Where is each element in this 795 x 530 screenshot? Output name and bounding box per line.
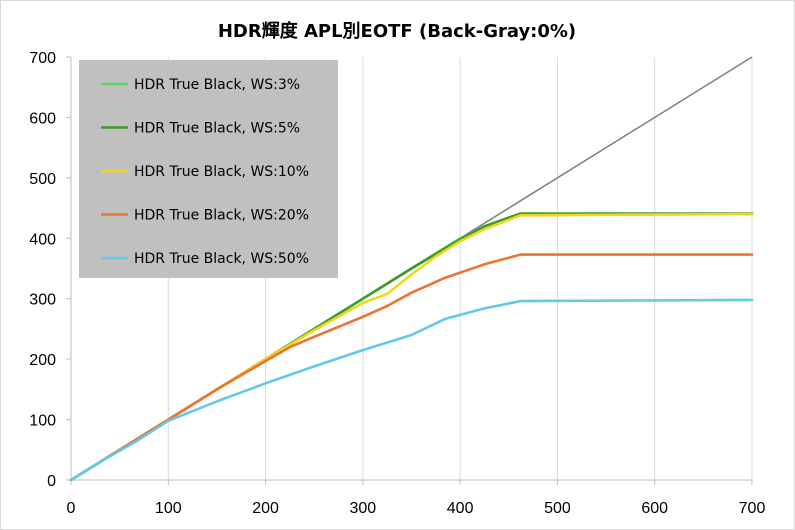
x-tick-label: 200 — [252, 500, 279, 517]
y-tick-label: 400 — [29, 231, 56, 248]
x-tick-label: 600 — [641, 500, 668, 517]
legend-label-3: HDR True Black, WS:10% — [134, 164, 309, 180]
y-tick-label: 300 — [29, 292, 56, 309]
y-tick-label: 200 — [29, 352, 56, 369]
x-tick-label: 700 — [739, 500, 766, 517]
y-tick-label: 600 — [29, 110, 56, 127]
series-line-5 — [69, 298, 754, 482]
legend-label-1: HDR True Black, WS:3% — [134, 77, 300, 93]
x-tick-label: 500 — [544, 500, 571, 517]
legend: HDR True Black, WS:3% HDR True Black, WS:… — [79, 60, 338, 278]
y-tick-label: 700 — [29, 50, 56, 67]
series-lines — [69, 56, 754, 482]
series-line-4 — [69, 253, 754, 482]
y-tick-label: 100 — [29, 413, 56, 430]
legend-box — [79, 60, 338, 278]
y-tick-label: 500 — [29, 171, 56, 188]
y-tick-label: 0 — [47, 473, 56, 490]
x-tick-label: 300 — [350, 500, 377, 517]
x-tick-label: 100 — [155, 500, 182, 517]
x-tick-label: 400 — [447, 500, 474, 517]
legend-label-5: HDR True Black, WS:50% — [134, 251, 309, 267]
legend-label-4: HDR True Black, WS:20% — [134, 208, 309, 224]
legend-label-2: HDR True Black, WS:5% — [134, 121, 300, 137]
chart-title: HDR輝度 APL別EOTF (Back-Gray:0%) — [218, 20, 576, 42]
axes: 0 100 200 300 400 500 600 700 0 100 200 300 400 500 60… — [29, 50, 765, 517]
x-tick-label: 0 — [67, 500, 76, 517]
